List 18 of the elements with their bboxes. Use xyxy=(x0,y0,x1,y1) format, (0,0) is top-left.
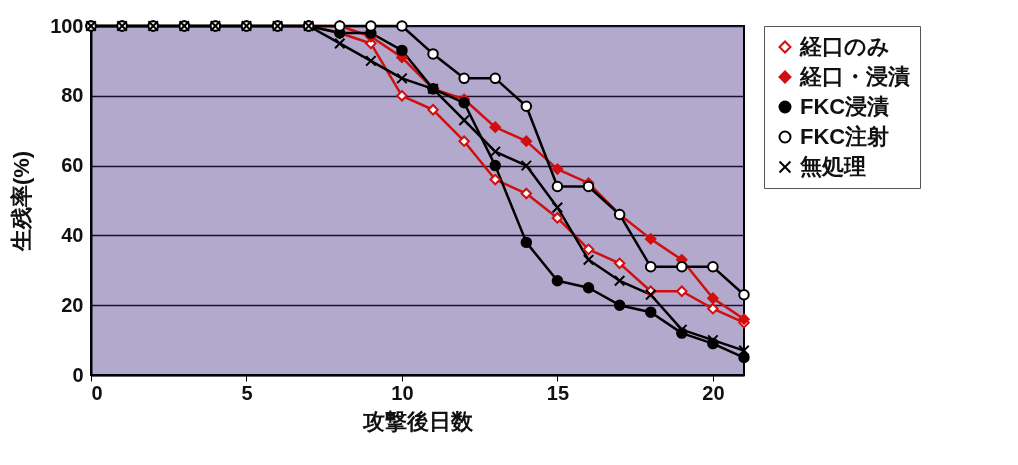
x-tick-label: 10 xyxy=(391,381,414,404)
y-tick-label: 40 xyxy=(61,223,84,246)
y-tick-label: 0 xyxy=(72,363,84,386)
x-axis-title: 攻撃後日数 xyxy=(362,408,474,434)
x-tick-label: 20 xyxy=(702,381,725,404)
y-tick-label: 80 xyxy=(61,84,84,107)
legend-label: 経口のみ xyxy=(799,34,890,59)
x-tick-label: 15 xyxy=(546,381,570,404)
legend-label: FKC浸漬 xyxy=(800,94,890,119)
y-tick-label: 100 xyxy=(50,14,84,37)
y-axis-title: 生残率(%) xyxy=(9,150,35,253)
y-tick-label: 20 xyxy=(61,293,84,316)
x-tick-label: 5 xyxy=(241,381,253,404)
legend-label: FKC注射 xyxy=(800,124,890,149)
y-tick-label: 60 xyxy=(61,154,84,177)
legend-label: 経口・浸漬 xyxy=(799,64,910,89)
x-tick-label: 0 xyxy=(91,381,103,404)
legend-label: 無処理 xyxy=(799,154,866,179)
